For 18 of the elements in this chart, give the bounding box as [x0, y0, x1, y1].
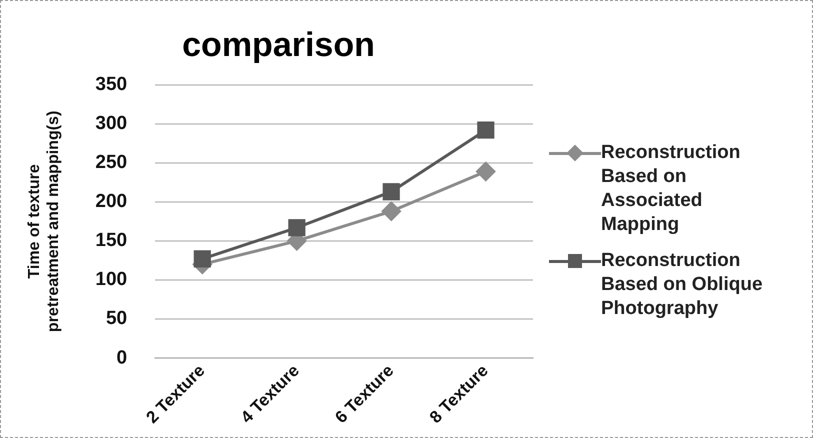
- chart-title: comparison: [182, 26, 375, 64]
- y-tick-label: 350: [95, 74, 128, 96]
- y-tick-label: 150: [95, 230, 128, 252]
- point: [477, 122, 494, 139]
- legend-label: Reconstruction Based on Oblique Photography: [601, 249, 764, 321]
- y-tick-label: 300: [95, 113, 128, 134]
- y-axis-title: Time of texture pretreatment and mapping(s): [26, 110, 62, 332]
- y-tick-label: 100: [95, 269, 128, 290]
- y-tick-label: 50: [106, 308, 128, 330]
- point: [288, 219, 306, 236]
- point: [476, 162, 496, 181]
- y-tick-label: 250: [95, 152, 128, 174]
- y-tick-label: 200: [95, 191, 128, 212]
- point: [382, 183, 400, 200]
- legend-label: Reconstruction Based on Associated Mapping: [601, 141, 742, 237]
- point: [194, 250, 211, 268]
- y-tick-label: 0: [116, 347, 128, 368]
- point: [382, 202, 401, 221]
